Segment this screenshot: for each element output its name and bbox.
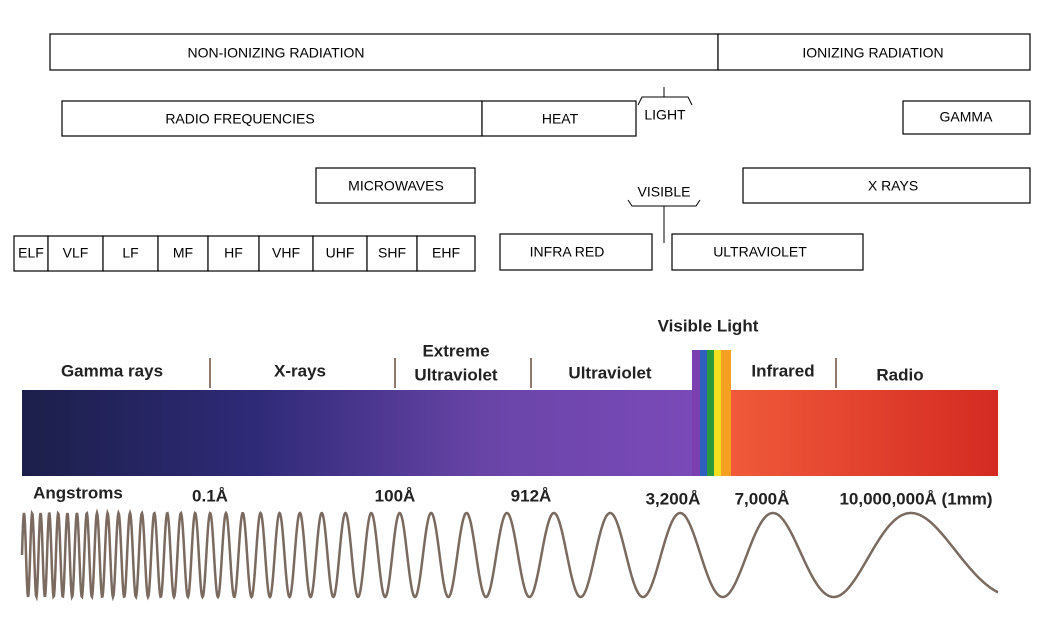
visible-label: Visible Light [658, 316, 759, 335]
band-box [47, 235, 104, 272]
spectrum-bar [22, 390, 694, 476]
classification: NON-IONIZING RADIATION IONIZING RADIATIO… [13, 33, 1031, 272]
box [49, 33, 719, 71]
wavelength-label: 100Å [375, 486, 416, 505]
spectrum-bar [731, 390, 998, 476]
label: VISIBLE [638, 184, 691, 200]
band-label: UHF [326, 245, 355, 261]
box [742, 167, 1031, 204]
visible-stripe [721, 350, 731, 476]
label: ULTRAVIOLET [713, 244, 807, 260]
spectrum: Visible Light Gamma rays X-rays Extreme … [20, 316, 999, 602]
bracket [627, 199, 701, 243]
band-row: ELF VLF LF MF HF VHF UHF SHF EHF [13, 235, 476, 272]
label: GAMMA [940, 109, 994, 125]
box [499, 233, 653, 271]
visible-stripe [707, 350, 714, 476]
region-label: Ultraviolet [568, 363, 651, 382]
region-label: Ultraviolet [414, 365, 497, 384]
band-label: HF [224, 245, 243, 261]
band-label: EHF [432, 245, 460, 261]
band-box [157, 235, 209, 272]
label: LIGHT [644, 107, 686, 123]
box [61, 100, 483, 137]
band-box [366, 235, 418, 272]
box [902, 100, 1031, 135]
region-label: Radio [876, 365, 923, 384]
box [671, 233, 864, 271]
label: IONIZING RADIATION [802, 45, 943, 61]
visible-stripe [692, 350, 700, 476]
label: HEAT [542, 111, 579, 127]
visible-stripe [714, 350, 721, 476]
box [315, 167, 476, 204]
band-label: VHF [272, 245, 300, 261]
wavelength-label: 0.1Å [192, 486, 228, 505]
label: NON-IONIZING RADIATION [187, 45, 364, 61]
label: RADIO FREQUENCIES [165, 111, 314, 127]
region-label: Extreme [422, 341, 489, 360]
wavelength-label: 7,000Å [735, 489, 790, 508]
band-box [13, 235, 49, 272]
region-label: Gamma rays [61, 361, 163, 380]
band-box [102, 235, 159, 272]
wavelength-label: 10,000,000Å (1mm) [839, 489, 992, 508]
wavelength-label: 3,200Å [646, 489, 701, 508]
band-label: VLF [63, 245, 89, 261]
wavelength-label: 912Å [511, 486, 552, 505]
band-label: SHF [378, 245, 406, 261]
region-label: Infrared [751, 361, 814, 380]
band-label: ELF [18, 245, 44, 261]
band-box [258, 235, 314, 272]
box [481, 100, 637, 137]
unit-label: Angstroms [33, 483, 123, 502]
band-label: LF [122, 245, 138, 261]
wave [20, 508, 999, 602]
visible-stripe [700, 350, 707, 476]
label: X RAYS [868, 178, 918, 194]
label: MICROWAVES [348, 178, 444, 194]
band-box [207, 235, 260, 272]
box [717, 33, 1031, 71]
region-label: X-rays [274, 361, 326, 380]
label: INFRA RED [530, 244, 605, 260]
band-box [416, 235, 476, 272]
bracket [637, 87, 693, 106]
band-label: MF [173, 245, 193, 261]
